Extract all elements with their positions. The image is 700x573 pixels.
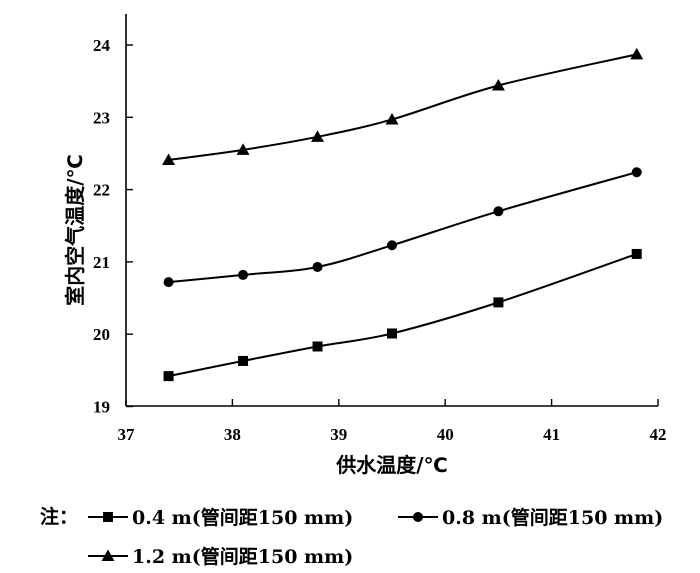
series-layer <box>162 47 644 382</box>
square-marker <box>387 328 397 339</box>
legend-item: 0.8 m(管间距150 mm) <box>398 506 663 529</box>
x-tick-label: 39 <box>330 425 347 444</box>
circle-marker <box>238 269 249 280</box>
series-triangle <box>162 47 644 165</box>
legend: 注： 0.4 m(管间距150 mm) 0.8 m(管间距150 mm) 1.2 m… <box>40 505 663 568</box>
series-line <box>168 53 637 161</box>
x-axis-title: 供水温度/℃ <box>335 453 448 477</box>
triangle-marker <box>630 47 644 60</box>
square-marker <box>312 341 323 352</box>
triangle-marker <box>236 143 250 155</box>
circle-marker <box>631 167 642 178</box>
x-tick-label: 38 <box>224 425 241 444</box>
square-marker <box>631 248 642 259</box>
square-marker <box>493 297 504 308</box>
y-tick-label: 23 <box>93 108 110 127</box>
x-tick-label: 41 <box>543 425 560 444</box>
y-ticks: 19 20 21 22 23 24 <box>93 36 133 417</box>
square-marker <box>103 512 113 522</box>
series-circle <box>163 167 642 288</box>
y-tick-label: 20 <box>93 325 110 344</box>
circle-marker <box>493 206 504 217</box>
y-tick-label: 22 <box>93 181 110 200</box>
triangle-marker <box>385 112 399 125</box>
legend-label: 0.4 m(管间距150 mm) <box>132 506 353 529</box>
triangle-marker <box>101 549 115 561</box>
x-tick-label: 37 <box>118 425 136 444</box>
y-tick-label: 21 <box>93 253 110 272</box>
x-ticks: 37 38 39 40 41 42 <box>118 399 667 444</box>
y-tick-label: 24 <box>93 36 111 55</box>
square-marker <box>163 371 174 382</box>
square-marker <box>238 355 249 366</box>
circle-marker <box>163 277 174 288</box>
x-tick-label: 42 <box>650 425 667 444</box>
x-tick-label: 40 <box>437 425 454 444</box>
triangle-marker <box>162 153 176 165</box>
circle-marker <box>312 261 323 272</box>
legend-item: 0.4 m(管间距150 mm) <box>88 506 353 529</box>
legend-item: 1.2 m(管间距150 mm) <box>88 545 353 568</box>
series-square <box>163 248 642 382</box>
y-axis-title: 室内空气温度/℃ <box>63 154 87 306</box>
triangle-marker <box>491 78 505 91</box>
legend-label: 1.2 m(管间距150 mm) <box>132 545 353 568</box>
circle-marker <box>413 512 423 522</box>
legend-prefix: 注： <box>40 505 78 528</box>
axes <box>125 14 658 407</box>
circle-marker <box>387 240 397 251</box>
y-tick-label: 19 <box>93 398 110 417</box>
series-line <box>168 171 637 284</box>
legend-label: 0.8 m(管间距150 mm) <box>442 506 663 529</box>
triangle-marker <box>311 130 325 142</box>
